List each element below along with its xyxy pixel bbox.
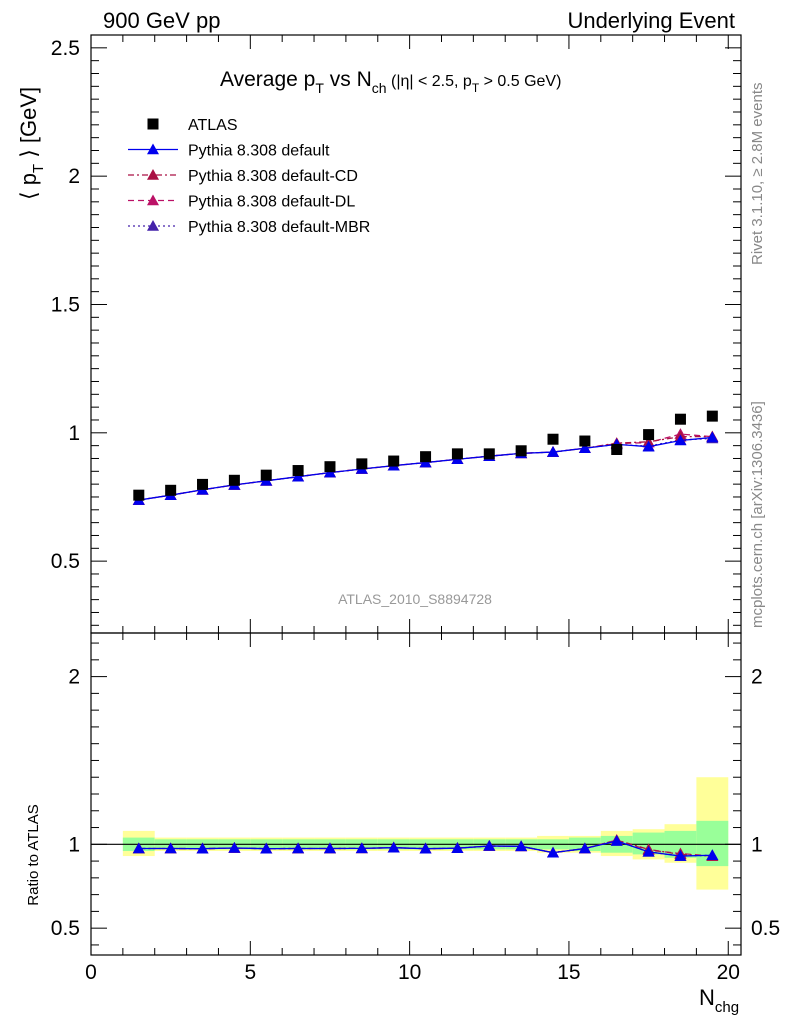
ratio-y-tick-label: 0.5: [51, 917, 80, 940]
legend-marker-atlas: [147, 118, 159, 130]
atlas-point: [165, 484, 177, 496]
ratio-y-tick-label-right: 0.5: [751, 917, 780, 940]
legend-label: ATLAS: [188, 117, 238, 134]
ratio-point: [228, 842, 241, 853]
atlas-point: [547, 433, 559, 445]
header-right: Underlying Event: [567, 8, 735, 33]
rivet-label: Rivet 3.1.10, ≥ 2.8M events: [749, 83, 766, 266]
atlas-point: [451, 448, 463, 460]
atlas-point: [483, 448, 495, 460]
x-tick-label: 5: [244, 961, 256, 984]
ratio-y-tick-label-right: 1: [751, 833, 763, 856]
ratio-plot: 0 5 10 15 20 0.5 0.5 1 1 2 2: [51, 632, 780, 984]
mcplots-label: mcplots.cern.ch [arXiv:1306.3436]: [749, 401, 766, 628]
mc-point: [674, 434, 687, 446]
mc-series-line: [138, 436, 713, 501]
x-tick-label: 15: [557, 961, 580, 984]
atlas-point: [611, 443, 623, 455]
atlas-point: [579, 435, 591, 447]
ratio-point: [260, 842, 273, 854]
mc-series-line: [138, 436, 713, 501]
mc-point: [578, 442, 591, 454]
ratio-frame: [90, 632, 742, 956]
ratio-point: [196, 842, 209, 854]
legend-label: Pythia 8.308 default: [188, 143, 330, 160]
mc-point: [706, 431, 719, 443]
ratio-point: [355, 842, 368, 854]
legend-marker: [147, 169, 159, 180]
header-left: 900 GeV pp: [103, 8, 220, 33]
legend-marker: [147, 194, 159, 206]
ratio-point: [292, 842, 305, 854]
ratio-point: [515, 840, 528, 852]
y-tick-label: 1.5: [51, 293, 80, 316]
ratio-point: [547, 846, 560, 858]
mc-point: [642, 440, 655, 452]
atlas-point: [388, 455, 400, 467]
ratio-y-label: Ratio to ATLAS: [25, 804, 42, 905]
legend: ATLAS Pythia 8.308 default Pythia 8.308 de…: [128, 117, 370, 236]
x-axis-label: Nchg: [699, 985, 739, 1016]
ratio-point: [323, 842, 336, 854]
x-tick-label: 20: [717, 961, 740, 984]
ratio-y-tick-label: 2: [68, 666, 80, 689]
ratio-point: [164, 842, 177, 854]
ratio-point: [483, 839, 496, 851]
y-tick-label: 2: [68, 165, 80, 188]
ratio-y-tick-label: 1: [68, 833, 80, 856]
mc-point: [547, 446, 560, 457]
y-tick-label: 1: [68, 422, 80, 445]
atlas-point: [292, 465, 304, 477]
atlas-point: [324, 461, 336, 473]
main-y-label: ⟨ pT ⟩ [GeV]: [16, 87, 47, 200]
ratio-point: [387, 841, 400, 853]
ratio-y-tick-label-right: 2: [751, 666, 763, 689]
y-tick-label: 2.5: [51, 37, 80, 60]
atlas-point: [133, 489, 145, 501]
analysis-watermark: ATLAS_2010_S8894728: [338, 591, 492, 607]
x-tick-label: 0: [85, 961, 97, 984]
ratio-point: [674, 850, 687, 861]
ratio-point: [610, 834, 623, 846]
ratio-point: [451, 842, 464, 853]
legend-marker: [147, 143, 159, 155]
ratio-point: [132, 842, 145, 854]
legend-label: Pythia 8.308 default-DL: [188, 194, 355, 211]
atlas-point: [674, 413, 686, 425]
atlas-point: [260, 469, 272, 481]
atlas-point: [706, 410, 718, 422]
y-tick-label: 0.5: [51, 550, 80, 573]
ratio-point: [706, 849, 719, 861]
legend-label: Pythia 8.308 default-CD: [188, 168, 358, 185]
mc-point: [292, 470, 305, 482]
ratio-point: [578, 842, 591, 854]
legend-label: Pythia 8.308 default-MBR: [188, 219, 370, 236]
atlas-point: [197, 478, 209, 490]
ratio-point: [642, 845, 655, 857]
atlas-point: [643, 429, 655, 441]
atlas-point: [420, 451, 432, 463]
atlas-point: [515, 445, 527, 457]
legend-marker: [147, 220, 159, 231]
main-plot: 0.5 1 1.5 2 2.5: [51, 34, 742, 634]
atlas-point: [356, 458, 368, 470]
main-title: Average pT vs Nch (|η| < 2.5, pT > 0.5 G…: [220, 68, 561, 96]
atlas-point: [228, 474, 240, 486]
ratio-point: [419, 842, 432, 854]
mc-series-line: [138, 437, 713, 501]
x-tick-label: 10: [398, 961, 421, 984]
